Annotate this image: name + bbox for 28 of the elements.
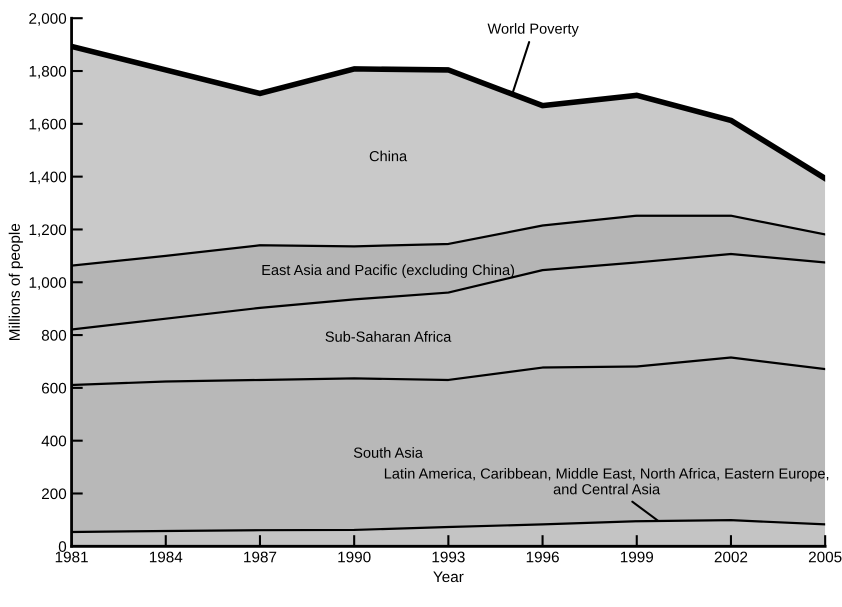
text: Latin America, Caribbean, Middle East, North Africa, Eastern Europe, and Central Asia xyxy=(384,468,828,494)
x-tick-label: 1996 xyxy=(526,552,559,562)
annotation: World Poverty xyxy=(488,23,579,37)
y-tick-label: 600 xyxy=(42,382,66,394)
x-tick-label: 1984 xyxy=(150,552,182,562)
y-tick-label: 0 xyxy=(58,541,66,552)
y-tick-label: 1,800 xyxy=(30,66,66,79)
y-tick-label: 2,000 xyxy=(29,13,66,26)
y-tick-label: 1,000 xyxy=(30,277,66,290)
y-tick-label: 400 xyxy=(42,436,66,446)
series-label: East Asia and Pacific (excluding China) xyxy=(262,264,514,278)
x-tick-label: 1999 xyxy=(620,552,654,562)
x-tick-label: 2005 xyxy=(808,552,842,562)
x-tick-label: 1993 xyxy=(432,552,465,562)
x-tick-label: 2002 xyxy=(714,552,748,562)
y-axis-title: Millions of people xyxy=(8,224,23,340)
x-tick-label: 1990 xyxy=(338,552,371,562)
y-tick-label: 800 xyxy=(42,330,66,341)
y-tick-label: 200 xyxy=(42,488,66,500)
series-label: South Asia xyxy=(354,447,423,458)
x-tick-label: 1987 xyxy=(244,552,276,562)
x-tick-label: 1981 xyxy=(56,552,88,562)
y-tick-label: 1,400 xyxy=(30,172,66,184)
series-label: China xyxy=(370,150,408,162)
y-tick-label: 1,600 xyxy=(30,118,66,132)
x-axis-title: Year xyxy=(433,572,464,582)
series-label: Sub-Saharan Africa xyxy=(326,331,452,342)
y-tick-label: 1,200 xyxy=(30,224,66,237)
